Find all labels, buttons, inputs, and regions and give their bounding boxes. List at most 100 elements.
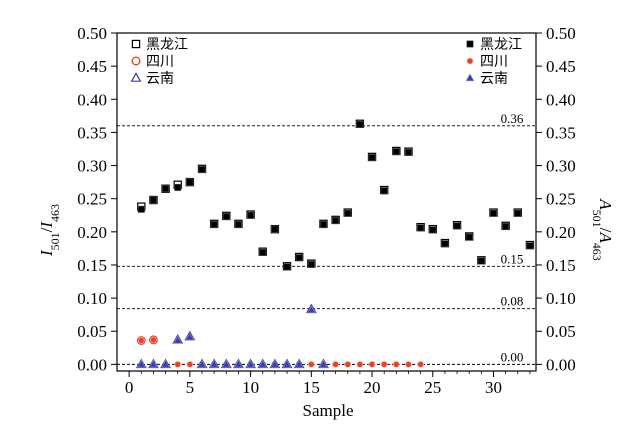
data-point [356, 120, 364, 128]
series-right-triangle-filled [136, 305, 328, 368]
x-tick-label: 20 [364, 378, 381, 397]
legend-marker [466, 40, 474, 48]
data-point [332, 360, 340, 368]
data-point [441, 240, 449, 248]
y-tick-label-left: 0.20 [77, 223, 107, 242]
legend-label: 黑龙江 [480, 37, 522, 53]
data-point [405, 360, 412, 368]
data-point [489, 209, 497, 217]
x-tick-label: 5 [186, 378, 195, 397]
x-tick-label: 0 [125, 378, 134, 397]
y-tick-label-right: 0.40 [546, 90, 576, 109]
y-tick-label-left: 0.10 [77, 289, 107, 308]
data-point [502, 223, 510, 231]
data-point [307, 260, 315, 268]
legend-entry: 云南 [465, 71, 508, 87]
y-tick-label-left: 0.50 [77, 24, 107, 43]
data-point [135, 358, 147, 369]
reference-line-label: 0.15 [501, 251, 524, 266]
legend-label: 云南 [146, 71, 174, 87]
data-point [247, 211, 255, 219]
data-point [270, 359, 280, 368]
data-point [477, 257, 485, 265]
y-tick-label-right: 0.45 [546, 57, 576, 76]
series-right-square-filled [137, 120, 534, 271]
data-point [148, 335, 158, 345]
y-tick-label-right: 0.05 [546, 322, 576, 341]
data-point [222, 213, 230, 221]
data-point [186, 178, 194, 186]
data-point [209, 359, 219, 368]
y-tick-label-right: 0.00 [546, 355, 576, 374]
reference-line-label: 0.08 [501, 294, 524, 309]
y-tick-label-left: 0.45 [77, 57, 107, 76]
data-point [221, 359, 231, 368]
data-points [135, 119, 535, 369]
data-point [185, 177, 195, 187]
data-point [344, 360, 352, 368]
data-point [392, 148, 400, 156]
y-tick-label-right: 0.10 [546, 289, 576, 308]
data-point [332, 217, 340, 225]
legend-marker [131, 39, 141, 49]
reference-lines: 0.36 0.15 0.08 0.00 [117, 111, 536, 365]
x-tick-label: 25 [424, 378, 441, 397]
y-axis-label-right: A501/A463 [590, 198, 615, 261]
y-tick-label-left: 0.35 [77, 123, 107, 142]
legend-label: 四川 [480, 55, 508, 70]
data-point [234, 359, 243, 368]
legend-entry: 四川 [131, 55, 174, 70]
data-point [465, 233, 473, 241]
data-point [174, 183, 182, 191]
data-point [307, 360, 315, 368]
data-point [318, 358, 329, 369]
legend-marker [130, 72, 142, 82]
data-point [344, 209, 352, 217]
legend-label: 黑龙江 [146, 37, 188, 53]
data-point [149, 359, 158, 368]
data-point [380, 187, 388, 195]
data-point [161, 184, 170, 193]
y-tick-label-left: 0.15 [77, 256, 107, 275]
data-point [137, 337, 145, 344]
data-point [257, 358, 269, 369]
legend-marker [131, 56, 141, 66]
data-point [174, 360, 182, 368]
data-point [186, 360, 194, 368]
axes: 0 5 10 15 20 25 30 0.00 0.00 0.05 0.05 0.10 0.10 0.15… [77, 24, 576, 397]
data-point [453, 222, 461, 230]
x-tick-label: 10 [242, 378, 259, 397]
x-tick-label: 15 [303, 378, 320, 397]
data-point [417, 224, 425, 232]
series-left-circle-open [136, 335, 158, 345]
data-point [380, 360, 388, 368]
y-tick-label-left: 0.40 [77, 90, 107, 109]
data-point [173, 335, 183, 344]
data-point [245, 358, 257, 369]
data-point [136, 336, 146, 345]
data-point [136, 359, 146, 368]
y-tick-label-left: 0.30 [77, 157, 107, 176]
legend-marker [465, 73, 475, 82]
legend-entry: 云南 [130, 71, 174, 87]
data-point [149, 196, 157, 204]
y-tick-label-right: 0.20 [546, 223, 576, 242]
data-point [259, 248, 267, 256]
reference-line-label: 0.00 [501, 349, 524, 364]
data-point [293, 358, 305, 369]
data-point [319, 359, 328, 368]
data-point [162, 185, 170, 193]
data-point [234, 221, 242, 229]
series-left-square-open [137, 119, 535, 271]
data-point [160, 358, 172, 369]
data-point [356, 360, 364, 368]
legend-label: 四川 [146, 55, 174, 70]
data-point [246, 359, 255, 368]
y-axis-label-left: I501/I463 [37, 204, 62, 257]
legend-marker [466, 57, 474, 65]
legend-entry: 四川 [466, 55, 508, 70]
x-axis-label: Sample [303, 401, 354, 420]
data-point [282, 359, 292, 368]
